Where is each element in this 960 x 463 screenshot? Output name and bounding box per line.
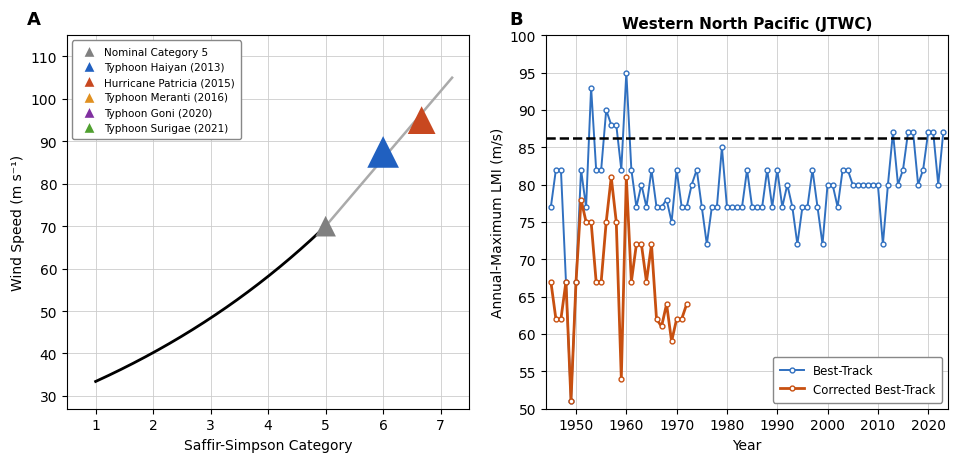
Corrected Best-Track bbox=[611, 219, 622, 225]
Best-Track bbox=[938, 130, 949, 136]
Text: B: B bbox=[510, 11, 523, 29]
Corrected Best-Track bbox=[676, 317, 687, 322]
Best-Track bbox=[842, 168, 853, 173]
Corrected Best-Track bbox=[656, 324, 667, 330]
Corrected Best-Track bbox=[626, 279, 637, 285]
Y-axis label: Wind Speed (m s⁻¹): Wind Speed (m s⁻¹) bbox=[12, 155, 25, 290]
Corrected Best-Track bbox=[671, 317, 683, 322]
Corrected Best-Track bbox=[631, 242, 642, 248]
Corrected Best-Track bbox=[660, 301, 672, 307]
Corrected Best-Track bbox=[570, 279, 582, 285]
Corrected Best-Track bbox=[586, 219, 597, 225]
Best-Track bbox=[716, 145, 728, 151]
Title: Western North Pacific (JTWC): Western North Pacific (JTWC) bbox=[622, 17, 873, 32]
Corrected Best-Track bbox=[595, 279, 607, 285]
Corrected Best-Track bbox=[651, 317, 662, 322]
Text: A: A bbox=[27, 11, 40, 29]
Corrected Best-Track bbox=[550, 317, 562, 322]
Corrected Best-Track bbox=[581, 219, 592, 225]
Legend: Nominal Category 5, Typhoon Haiyan (2013), Hurricane Patricia (2015), Typhoon Me: Nominal Category 5, Typhoon Haiyan (2013… bbox=[72, 41, 241, 140]
Point bbox=[318, 223, 333, 231]
Line: Corrected Best-Track: Corrected Best-Track bbox=[548, 175, 689, 404]
Corrected Best-Track bbox=[606, 175, 617, 181]
Best-Track bbox=[711, 205, 723, 210]
Corrected Best-Track bbox=[561, 279, 572, 285]
Best-Track bbox=[620, 71, 632, 76]
Best-Track bbox=[565, 399, 577, 404]
Point bbox=[414, 117, 429, 125]
Corrected Best-Track bbox=[575, 197, 587, 203]
Corrected Best-Track bbox=[600, 219, 612, 225]
Corrected Best-Track bbox=[565, 399, 577, 404]
Best-Track bbox=[545, 205, 557, 210]
Line: Best-Track: Best-Track bbox=[548, 71, 946, 404]
Point bbox=[375, 149, 391, 156]
Best-Track bbox=[781, 182, 793, 188]
Corrected Best-Track bbox=[545, 279, 557, 285]
Corrected Best-Track bbox=[590, 279, 602, 285]
Y-axis label: Annual-Maximum LMI (m/s): Annual-Maximum LMI (m/s) bbox=[491, 127, 504, 317]
Legend: Best-Track, Corrected Best-Track: Best-Track, Corrected Best-Track bbox=[773, 357, 943, 403]
Corrected Best-Track bbox=[640, 279, 652, 285]
X-axis label: Year: Year bbox=[732, 438, 761, 452]
Corrected Best-Track bbox=[666, 339, 678, 344]
Corrected Best-Track bbox=[620, 175, 632, 181]
Corrected Best-Track bbox=[615, 376, 627, 382]
Point bbox=[375, 149, 391, 156]
Point bbox=[375, 149, 391, 156]
Point bbox=[375, 149, 391, 156]
Corrected Best-Track bbox=[555, 317, 566, 322]
Best-Track bbox=[651, 205, 662, 210]
X-axis label: Saffir-Simpson Category: Saffir-Simpson Category bbox=[184, 438, 352, 452]
Corrected Best-Track bbox=[681, 301, 692, 307]
Best-Track bbox=[660, 197, 672, 203]
Corrected Best-Track bbox=[646, 242, 658, 248]
Corrected Best-Track bbox=[636, 242, 647, 248]
